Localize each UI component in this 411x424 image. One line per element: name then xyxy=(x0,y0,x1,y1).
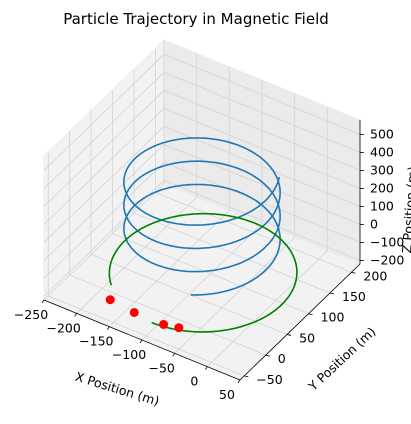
z-tick-label: −200 xyxy=(370,252,404,267)
z-gridline xyxy=(43,143,361,261)
z-tick-label: −100 xyxy=(370,234,404,249)
z-gridline xyxy=(43,53,361,171)
x-tick-mark xyxy=(237,379,241,384)
x-tick-label: −50 xyxy=(148,360,174,375)
z-tick-label: 0 xyxy=(370,216,378,231)
z-gridline xyxy=(43,89,361,207)
data-series xyxy=(105,137,298,333)
y-tick-mark xyxy=(287,334,292,336)
y-gridline xyxy=(90,110,288,335)
y-tick-label: 100 xyxy=(321,310,345,325)
y-tick-mark xyxy=(308,313,313,316)
x-tick-mark xyxy=(172,353,175,357)
x-tick-mark xyxy=(74,313,77,317)
y-tick-label: 50 xyxy=(299,330,315,345)
x-tick-label: −250 xyxy=(14,307,48,322)
x-gridline xyxy=(174,93,296,354)
z-gridline xyxy=(43,125,361,243)
y-gridline xyxy=(69,131,266,356)
x-tick-label: −100 xyxy=(112,347,146,362)
x-gridline xyxy=(109,66,230,327)
x-tick-label: 50 xyxy=(219,387,235,402)
y-tick-label: 150 xyxy=(342,289,366,304)
y-gridline xyxy=(112,89,309,315)
y-axis-line xyxy=(239,263,361,381)
marker-point xyxy=(174,323,184,333)
y-tick-mark xyxy=(244,375,249,378)
marker-point xyxy=(159,319,169,329)
x-gridline xyxy=(207,106,328,367)
y-tick-label: 200 xyxy=(363,268,387,283)
y-tick-mark xyxy=(329,292,335,295)
z-tick-label: 100 xyxy=(370,198,394,213)
z-tick-label: 200 xyxy=(370,180,394,195)
x-tick-mark xyxy=(107,326,110,330)
z-gridline xyxy=(43,71,361,189)
x-gridline xyxy=(76,53,198,314)
chart-title: Particle Trajectory in Magnetic Field xyxy=(63,10,329,28)
z-tick-label: 300 xyxy=(370,162,394,177)
x-gridline xyxy=(141,80,263,341)
z-axis-label: Z Position (m) xyxy=(399,166,411,254)
y-gridline xyxy=(47,151,245,377)
x-tick-mark xyxy=(139,339,143,344)
z-tick-label: 400 xyxy=(370,144,394,159)
y-gridline xyxy=(133,69,331,294)
z-gridline xyxy=(43,107,361,225)
y-tick-mark xyxy=(265,354,270,357)
x-tick-label: 0 xyxy=(190,374,198,389)
x-tick-mark xyxy=(205,366,208,370)
x-tick-label: −200 xyxy=(46,320,80,335)
y-tick-label: 0 xyxy=(278,351,286,366)
marker-point xyxy=(129,307,139,317)
helix-trajectory-line xyxy=(123,137,281,296)
z-tick-label: 500 xyxy=(370,126,394,141)
y-tick-mark xyxy=(351,271,356,274)
axes-ticks: −250−200−150−100−50050−50050100150200−20… xyxy=(14,126,405,402)
x-tick-mark xyxy=(41,299,45,304)
ground-orbit-line xyxy=(108,212,298,333)
z-gridline xyxy=(43,161,361,279)
y-axis-label: Y Position (m) xyxy=(305,324,379,394)
x-gridline xyxy=(43,40,165,301)
z-gridline xyxy=(43,179,361,297)
y-tick-label: −50 xyxy=(256,372,282,387)
x-tick-label: −150 xyxy=(79,334,113,349)
marker-point xyxy=(105,295,115,305)
